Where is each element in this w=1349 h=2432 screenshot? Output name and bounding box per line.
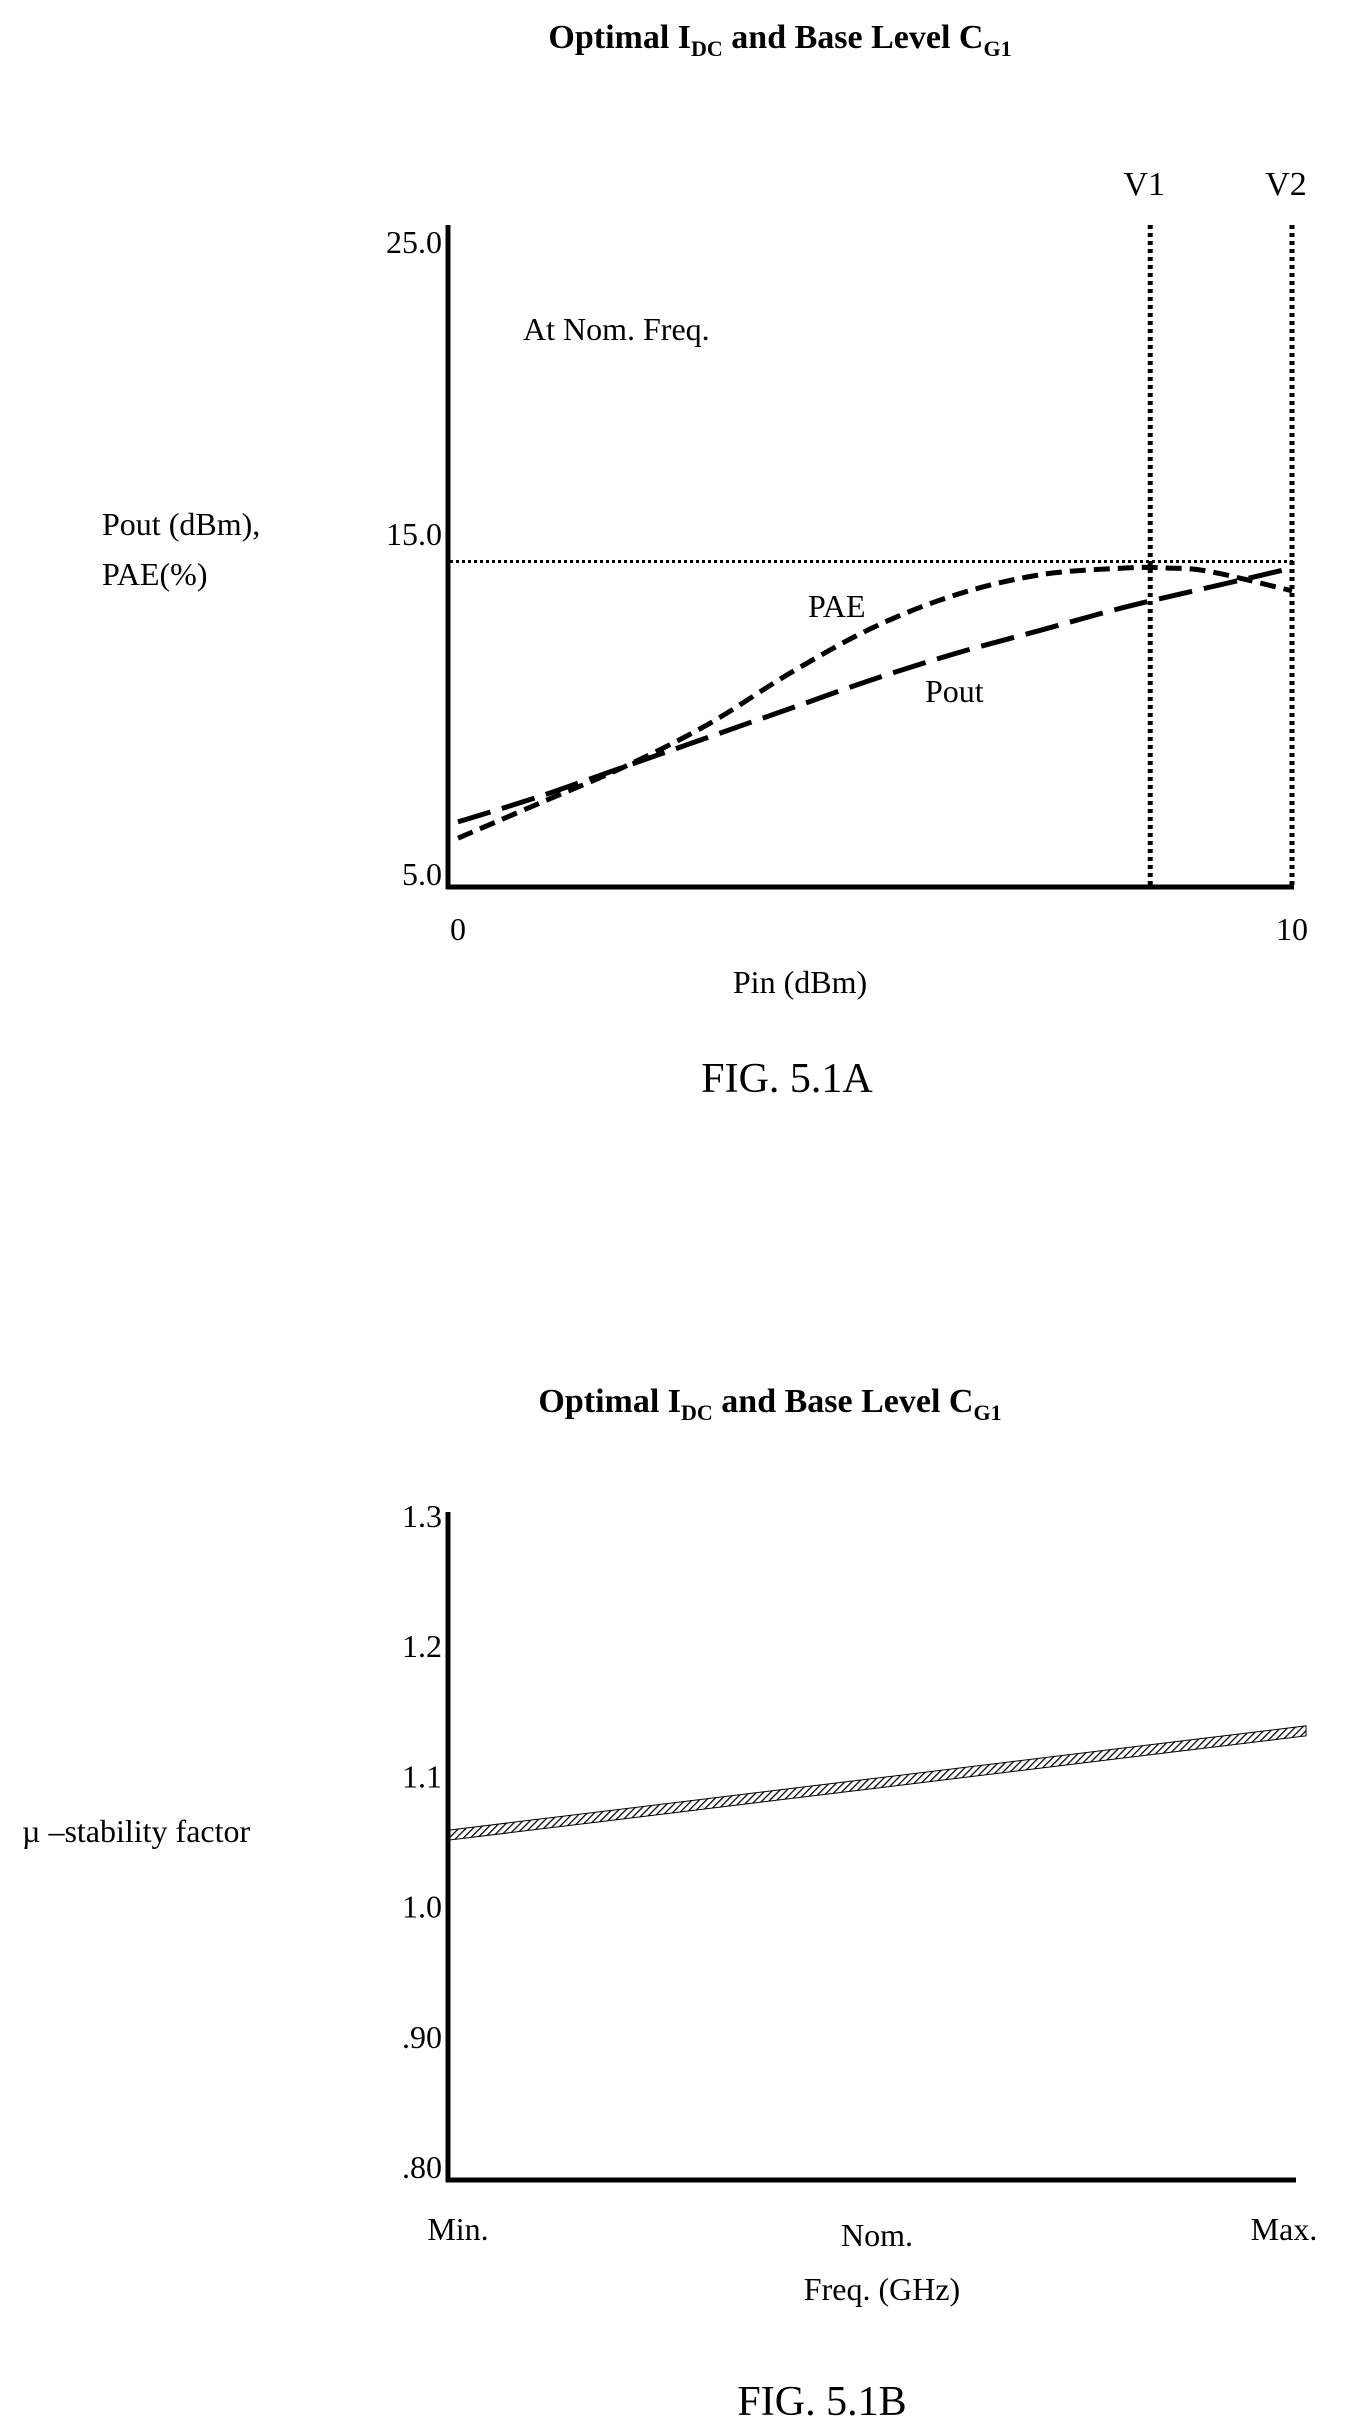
chart-b-series-stability <box>449 1725 1307 1841</box>
chart-a-series-pout <box>457 565 1293 825</box>
chart-a-ytick-5: 5.0 <box>402 856 442 892</box>
chart-a-ytick-15: 15.0 <box>386 516 442 552</box>
chart-b-ytick: .80 <box>402 2149 442 2185</box>
chart-b-title: Optimal IDC and Base Level CG1 <box>538 1383 1001 1425</box>
chart-b-svg: Optimal IDC and Base Level CG1 1.3 1.2 1.1… <box>22 1383 1318 2425</box>
figure-label-a: FIG. 5.1A <box>701 1056 873 1102</box>
chart-b-category-min: Min. <box>427 2211 488 2247</box>
chart-a-svg: Optimal IDC and Base Level CG1 25.0 15.0… <box>102 19 1308 1102</box>
chart-b-ytick: 1.1 <box>402 1758 442 1794</box>
chart-a-xtick-10: 10 <box>1276 911 1308 947</box>
chart-a-annotation: At Nom. Freq. <box>523 311 710 347</box>
chart-b-category-max: Max. <box>1251 2211 1318 2247</box>
figure-5-1a: Optimal IDC and Base Level CG1 25.0 15.0… <box>0 0 1349 1160</box>
chart-b-category-nom: Nom. <box>841 2217 913 2253</box>
chart-a-xtick-0: 0 <box>450 911 466 947</box>
chart-b-xlabel: Freq. (GHz) <box>804 2271 960 2307</box>
chart-a-ytick-25: 25.0 <box>386 224 442 260</box>
chart-a-ylabel-line2: PAE(%) <box>102 556 207 592</box>
chart-a-ylabel-line1: Pout (dBm), <box>102 506 260 542</box>
chart-b-ylabel: µ –stability factor <box>22 1813 251 1849</box>
chart-a-title: Optimal IDC and Base Level CG1 <box>548 19 1011 61</box>
chart-a-xlabel: Pin (dBm) <box>733 964 867 1000</box>
chart-a-v2-label: V2 <box>1265 166 1307 203</box>
chart-b-ytick: 1.2 <box>402 1628 442 1664</box>
figure-5-1b: Optimal IDC and Base Level CG1 1.3 1.2 1.1… <box>0 1360 1349 2432</box>
chart-a-label-pout: Pout <box>925 673 984 709</box>
figure-label-b: FIG. 5.1B <box>737 2379 906 2425</box>
chart-a-v1-label: V1 <box>1123 166 1165 203</box>
chart-b-ytick: 1.0 <box>402 1889 442 1925</box>
chart-b-ytick: 1.3 <box>402 1498 442 1534</box>
chart-b-ytick: .90 <box>402 2019 442 2055</box>
chart-a-series-pae <box>457 564 1293 841</box>
chart-a-label-pae: PAE <box>808 588 866 624</box>
